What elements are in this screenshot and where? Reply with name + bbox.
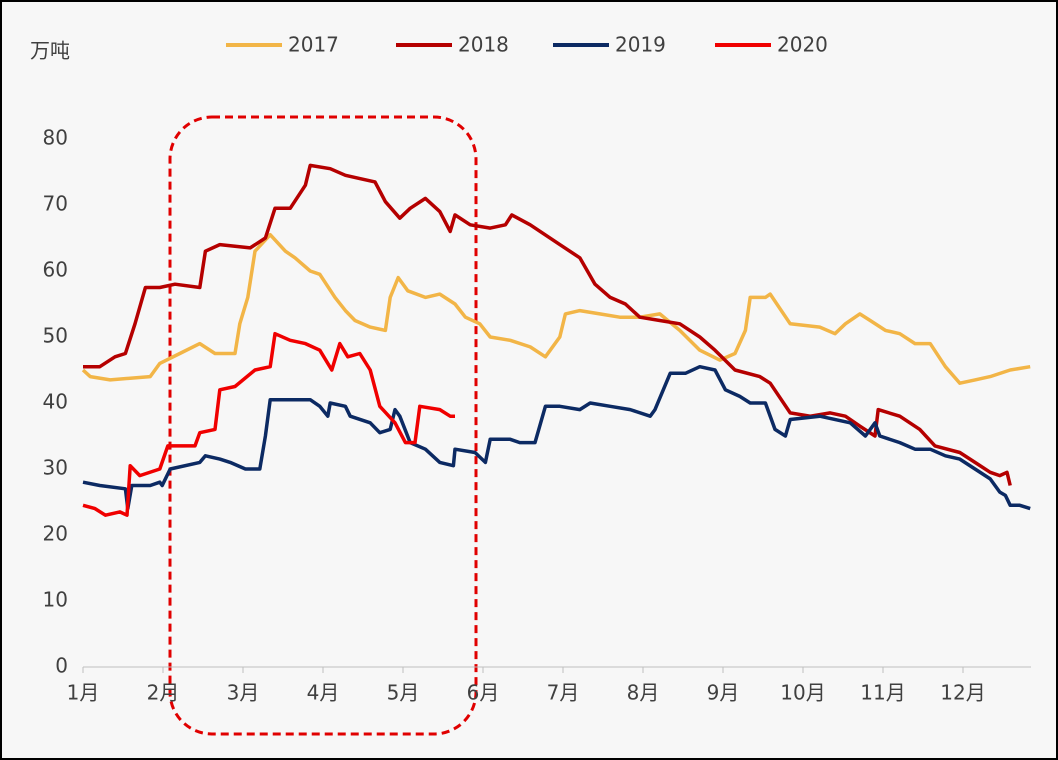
x-tick-label: 5月 (387, 681, 420, 705)
y-tick-label: 20 (43, 522, 68, 546)
series-line (81, 232, 1031, 385)
y-tick-label: 70 (43, 192, 68, 216)
y-tick-label: 60 (43, 258, 68, 282)
x-tick-label: 8月 (627, 681, 660, 705)
x-tick-label: 4月 (307, 681, 340, 705)
y-tick-label: 10 (43, 588, 68, 612)
x-tick-label: 2月 (147, 681, 180, 705)
x-tick-label: 6月 (467, 681, 500, 705)
x-tick-label: 7月 (547, 681, 580, 705)
y-tick-label: 50 (43, 324, 68, 348)
legend-label: 2020 (777, 33, 828, 57)
highlight-box (168, 115, 478, 736)
x-tick-label: 1月 (67, 681, 100, 705)
legend-label: 2018 (458, 33, 509, 57)
x-tick-label: 9月 (707, 681, 740, 705)
x-tick-label: 3月 (227, 681, 260, 705)
y-tick-label: 40 (43, 390, 68, 414)
series-line (82, 364, 1031, 511)
x-tick-label: 12月 (940, 681, 985, 705)
legend-label: 2017 (288, 33, 339, 57)
y-axis-label: 万吨 (30, 39, 70, 63)
series-line (83, 163, 1012, 486)
legend-label: 2019 (615, 33, 666, 57)
x-tick-label: 11月 (860, 681, 905, 705)
y-tick-label: 0 (55, 654, 68, 678)
y-tick-label: 30 (43, 456, 68, 480)
x-tick-label: 10月 (780, 681, 825, 705)
series-line (82, 331, 455, 517)
y-tick-label: 80 (43, 126, 68, 150)
